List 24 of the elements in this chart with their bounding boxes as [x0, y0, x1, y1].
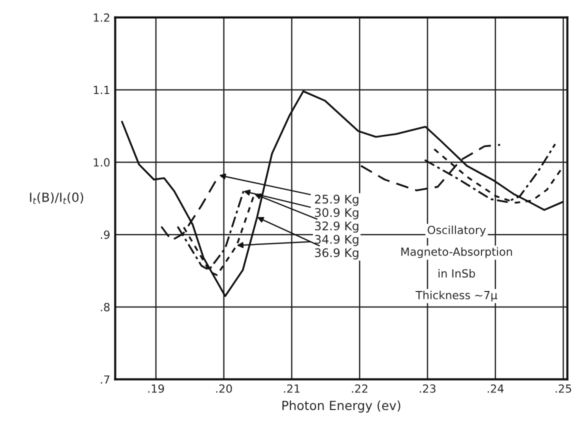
- x-tick-label: .22: [352, 384, 368, 393]
- annotation: 30.9 Kg: [315, 208, 358, 220]
- annotation: Thickness ~7μ: [416, 290, 498, 302]
- y-tick-label: .8: [100, 302, 110, 312]
- x-tick-label: .19: [148, 384, 164, 393]
- x-tick-label: .21: [284, 384, 300, 393]
- x-tick-label: .24: [488, 384, 504, 393]
- y-tick-label: 1.1: [94, 86, 110, 94]
- y-tick-label: 1.0: [94, 158, 110, 167]
- x-tick-label: .20: [216, 384, 232, 393]
- x-tick-label: .25: [556, 384, 572, 393]
- y-tick-label: .9: [100, 230, 110, 239]
- annotation: 34.9 Kg: [315, 234, 358, 246]
- x-axis-title: Photon Energy (ev): [282, 400, 400, 413]
- annotation: Oscillatory: [428, 226, 486, 236]
- y-tick-label: .7: [100, 375, 110, 384]
- y-tick-label: 1.2: [94, 13, 110, 22]
- y-axis-title: I$_{t}$(B)/I$_{t}$(0): [30, 192, 84, 204]
- annotation: Magneto-Absorption: [401, 247, 512, 258]
- annotation: 25.9 Kg: [314, 194, 358, 206]
- annotation: 36.9 Kg: [315, 248, 358, 260]
- annotation: 32.9 Kg: [315, 221, 358, 233]
- annotation: in InSb: [438, 269, 476, 278]
- x-tick-label: .23: [420, 384, 436, 393]
